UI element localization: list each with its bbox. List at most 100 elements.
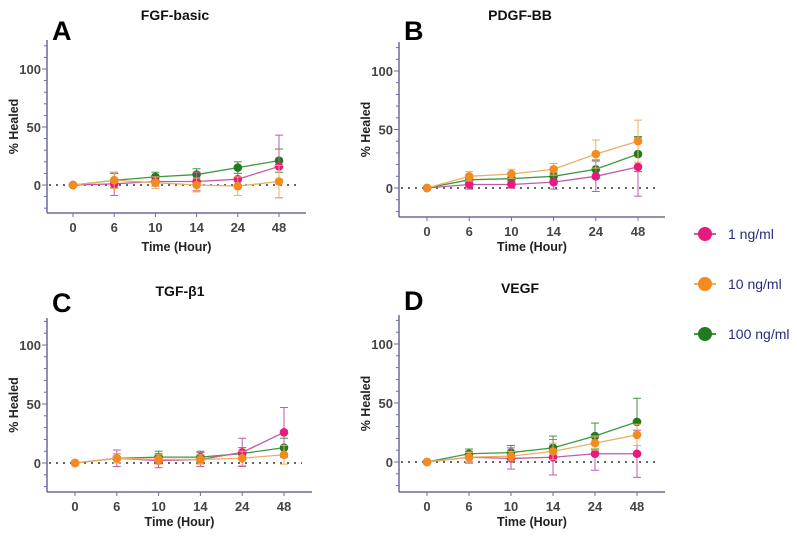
data-point: [109, 176, 119, 185]
x-tick-label: 10: [148, 220, 162, 235]
data-point: [422, 183, 432, 193]
x-tick-label: 48: [631, 224, 645, 239]
x-tick-label: 48: [272, 220, 286, 235]
y-tick-label: 50: [379, 123, 393, 138]
y-tick-label: 0: [386, 181, 393, 196]
panel-title: PDGF-BB: [488, 7, 552, 23]
x-tick-label: 0: [71, 499, 78, 514]
panel-a: A FGF-basic 0 50 100 0 6 10 14 24 48 Time (Hour) % H…: [7, 7, 306, 254]
data-point: [591, 149, 601, 159]
y-axis-label: % Healed: [7, 99, 21, 155]
x-tick-label: 14: [193, 499, 208, 514]
data-point: [68, 180, 78, 190]
y-axis-label: % Healed: [359, 376, 373, 432]
data-point: [274, 177, 284, 186]
x-tick-label: 0: [423, 224, 430, 239]
panel-c: C TGF-β1 0 50 100 0 6 10 14 24 48 Time (Hour) % Heal…: [7, 283, 312, 529]
data-point: [591, 172, 601, 181]
data-point: [70, 458, 80, 468]
y-tick-label: 50: [379, 396, 393, 411]
data-point: [633, 162, 643, 172]
x-tick-label: 0: [69, 220, 76, 235]
data-point: [422, 457, 432, 467]
data-point: [464, 452, 474, 462]
x-tick-label: 10: [151, 499, 165, 514]
data-point: [279, 450, 289, 460]
data-point: [237, 453, 247, 463]
series-1-ng-ml: [422, 137, 643, 197]
x-tick-label: 24: [231, 220, 246, 235]
data-point: [633, 136, 643, 146]
panel-title: VEGF: [501, 280, 540, 296]
legend-marker: [698, 327, 712, 341]
x-axis-label: Time (Hour): [497, 515, 567, 529]
series-line: [74, 431, 285, 464]
x-tick-label: 14: [546, 499, 561, 514]
x-tick-label: 24: [589, 224, 604, 239]
x-axis-label: Time (Hour): [145, 515, 215, 529]
y-axis-label: % Healed: [359, 102, 373, 158]
panel-letter: C: [52, 288, 72, 318]
data-point: [506, 451, 516, 461]
data-point: [151, 178, 160, 187]
series-10-ng-ml: [422, 119, 643, 193]
x-tick-label: 48: [630, 499, 644, 514]
legend-marker: [698, 277, 712, 291]
panel-title: FGF-basic: [141, 7, 210, 23]
x-tick-label: 48: [277, 499, 291, 514]
series-line: [72, 179, 280, 187]
panel-title: TGF-β1: [156, 283, 205, 299]
series-1-ng-ml: [70, 407, 289, 469]
y-tick-label: 100: [371, 64, 393, 79]
x-tick-label: 10: [504, 499, 518, 514]
y-tick-label: 100: [19, 62, 41, 77]
x-tick-label: 0: [423, 499, 430, 514]
panel-letter: D: [404, 286, 424, 316]
legend-label: 1 ng/ml: [728, 226, 774, 242]
data-point: [590, 449, 600, 459]
data-point: [464, 172, 474, 181]
panel-d: D VEGF 0 50 100 0 6 10 14 24 48 Time (Hour) % Healed: [359, 280, 665, 529]
data-point: [632, 430, 642, 440]
x-tick-label: 6: [465, 499, 472, 514]
series-line: [426, 140, 639, 189]
data-point: [549, 164, 558, 174]
data-point: [196, 455, 205, 464]
series-line: [426, 153, 639, 189]
data-point: [233, 163, 243, 172]
series-1-ng-ml: [68, 134, 284, 199]
data-point: [632, 449, 642, 459]
series-line: [426, 166, 639, 189]
series-100-ng-ml: [422, 397, 642, 467]
data-point: [507, 180, 516, 189]
data-point: [233, 181, 243, 191]
data-point: [192, 180, 201, 190]
y-tick-label: 0: [34, 178, 41, 193]
x-axis-label: Time (Hour): [497, 240, 567, 254]
series-10-ng-ml: [68, 164, 284, 199]
data-point: [279, 428, 289, 437]
data-point: [548, 447, 558, 456]
legend-label: 10 ng/ml: [728, 276, 782, 292]
y-axis-label: % Healed: [7, 377, 21, 433]
y-tick-label: 0: [34, 456, 41, 471]
data-point: [112, 453, 122, 463]
panel-letter: A: [52, 16, 72, 46]
data-point: [464, 180, 474, 189]
x-tick-label: 24: [235, 499, 250, 514]
legend-label: 100 ng/ml: [728, 326, 789, 342]
series-line: [72, 165, 280, 186]
x-tick-label: 14: [189, 220, 204, 235]
x-tick-label: 6: [466, 224, 473, 239]
x-tick-label: 6: [111, 220, 118, 235]
series-10-ng-ml: [70, 444, 289, 468]
legend-marker: [698, 227, 712, 241]
series-100-ng-ml: [70, 437, 289, 468]
series-line: [426, 434, 638, 463]
series-10-ng-ml: [422, 423, 642, 467]
panel-b: B PDGF-BB 0 50 100 0 6 10 14 24 48 Time (Hour) % Hea…: [359, 7, 665, 254]
y-tick-label: 100: [19, 338, 41, 353]
series-line: [426, 421, 638, 463]
y-tick-label: 100: [371, 337, 393, 352]
